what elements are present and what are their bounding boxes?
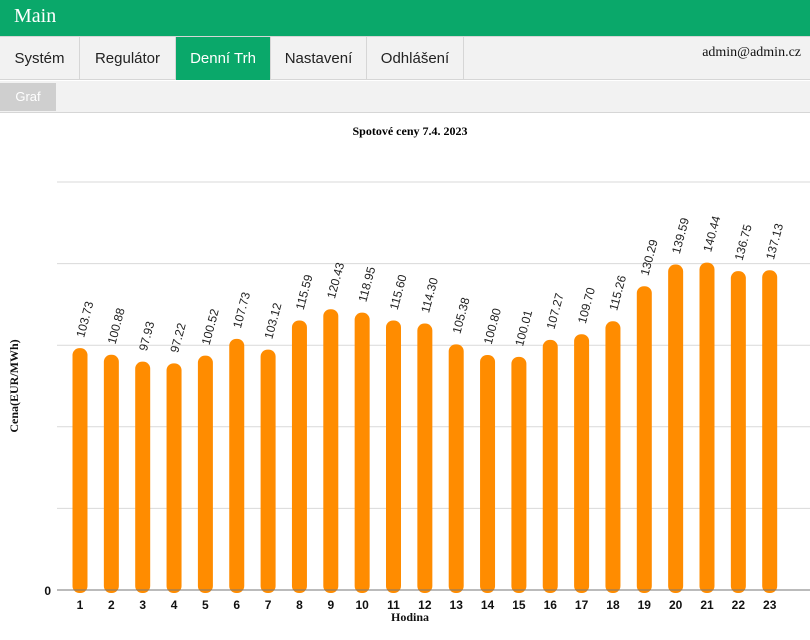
data-label-12: 114.30 bbox=[418, 276, 441, 315]
bar-hour-15 bbox=[511, 356, 527, 593]
bar-hour-17 bbox=[574, 334, 590, 593]
bar-hour-11 bbox=[386, 320, 401, 593]
bar-hour-16 bbox=[542, 339, 558, 593]
x-tick-12: 12 bbox=[418, 598, 432, 612]
x-axis-label: Hodina bbox=[391, 610, 429, 624]
x-tick-23: 23 bbox=[763, 598, 777, 612]
data-label-6: 107.73 bbox=[230, 290, 253, 329]
x-tick-20: 20 bbox=[669, 598, 683, 612]
bar-hour-18 bbox=[605, 321, 621, 593]
bar-hour-1 bbox=[72, 348, 88, 593]
data-label-9: 120.43 bbox=[324, 261, 347, 300]
data-label-16: 107.27 bbox=[544, 291, 567, 330]
data-label-17: 109.70 bbox=[575, 286, 598, 325]
user-email: admin@admin.cz bbox=[702, 45, 801, 60]
data-label-8: 115.59 bbox=[293, 273, 316, 312]
x-tick-3: 3 bbox=[139, 598, 146, 612]
chart-bars bbox=[72, 262, 778, 593]
x-tick-18: 18 bbox=[606, 598, 620, 612]
bar-hour-20 bbox=[668, 264, 684, 593]
chart-x-ticks: 1 2 3 4 5 6 7 8 9 10 11 12 13 14 15 16 17 18 19 20 21 22 23 bbox=[77, 598, 777, 612]
data-label-18: 115.26 bbox=[606, 274, 629, 313]
tab-graf[interactable]: Graf bbox=[0, 83, 56, 111]
bar-hour-5 bbox=[197, 355, 213, 593]
bar-hour-14 bbox=[480, 354, 496, 593]
bar-hour-8 bbox=[291, 320, 307, 593]
x-tick-19: 19 bbox=[638, 598, 652, 612]
nav-system[interactable]: Systém bbox=[0, 37, 80, 80]
bar-hour-6 bbox=[229, 338, 245, 593]
x-tick-6: 6 bbox=[233, 598, 240, 612]
x-tick-11: 11 bbox=[387, 598, 400, 612]
data-label-14: 100.80 bbox=[481, 306, 504, 345]
bar-hour-21 bbox=[699, 262, 715, 593]
data-label-10: 118.95 bbox=[356, 265, 379, 304]
bar-hour-12 bbox=[417, 323, 433, 593]
bar-hour-2 bbox=[103, 354, 119, 593]
app-title: Main bbox=[14, 5, 57, 27]
bar-hour-19 bbox=[636, 286, 652, 593]
data-label-15: 100.01 bbox=[512, 308, 535, 347]
x-tick-2: 2 bbox=[108, 598, 115, 612]
x-tick-5: 5 bbox=[202, 598, 209, 612]
x-tick-1: 1 bbox=[77, 598, 84, 612]
bar-hour-3 bbox=[135, 361, 151, 593]
sub-nav: Graf bbox=[0, 81, 810, 113]
bar-hour-13 bbox=[448, 344, 464, 593]
x-tick-8: 8 bbox=[296, 598, 303, 612]
data-label-21: 140.44 bbox=[700, 214, 723, 253]
main-nav: Systém Regulátor Denní Trh Nastavení Odh… bbox=[0, 36, 810, 80]
data-label-2: 100.88 bbox=[105, 306, 128, 345]
x-tick-14: 14 bbox=[481, 598, 495, 612]
bar-hour-22 bbox=[730, 271, 746, 593]
nav-regulator[interactable]: Regulátor bbox=[80, 37, 176, 80]
chart-gridlines bbox=[57, 181, 810, 509]
data-label-4: 97.22 bbox=[167, 321, 188, 354]
nav-denni-trh[interactable]: Denní Trh bbox=[176, 37, 271, 80]
bar-hour-23 bbox=[762, 270, 778, 593]
x-tick-22: 22 bbox=[732, 598, 746, 612]
app-header: Main bbox=[0, 0, 810, 36]
y-tick-0: 0 bbox=[44, 584, 51, 598]
data-label-20: 139.59 bbox=[669, 216, 692, 255]
data-label-23: 137.13 bbox=[763, 222, 786, 261]
x-tick-21: 21 bbox=[700, 598, 714, 612]
data-label-19: 130.29 bbox=[638, 238, 661, 277]
x-tick-9: 9 bbox=[327, 598, 334, 612]
nav-nastaveni[interactable]: Nastavení bbox=[271, 37, 367, 80]
chart-title: Spotové ceny 7.4. 2023 bbox=[353, 124, 468, 138]
data-label-1: 103.73 bbox=[73, 300, 96, 339]
y-axis-label: Cena(EUR/MWh) bbox=[7, 339, 21, 432]
x-tick-17: 17 bbox=[575, 598, 589, 612]
bar-hour-10 bbox=[354, 312, 370, 593]
bar-hour-4 bbox=[166, 363, 182, 593]
bar-hour-7 bbox=[260, 349, 276, 593]
data-label-5: 100.52 bbox=[199, 307, 222, 346]
data-label-3: 97.93 bbox=[136, 320, 157, 353]
nav-odhlaseni[interactable]: Odhlášení bbox=[367, 37, 464, 80]
x-tick-16: 16 bbox=[544, 598, 558, 612]
x-tick-13: 13 bbox=[450, 598, 464, 612]
bar-hour-9 bbox=[323, 309, 339, 593]
x-tick-10: 10 bbox=[355, 598, 369, 612]
data-label-7: 103.12 bbox=[261, 301, 284, 340]
spot-price-chart: Spotové ceny 7.4. 2023 103.73 100.88 97.93… bbox=[7, 124, 810, 624]
x-tick-7: 7 bbox=[265, 598, 272, 612]
x-tick-15: 15 bbox=[512, 598, 526, 612]
data-label-13: 105.38 bbox=[450, 296, 473, 335]
x-tick-4: 4 bbox=[171, 598, 178, 612]
data-label-22: 136.75 bbox=[732, 223, 755, 262]
data-label-11: 115.60 bbox=[387, 273, 410, 312]
